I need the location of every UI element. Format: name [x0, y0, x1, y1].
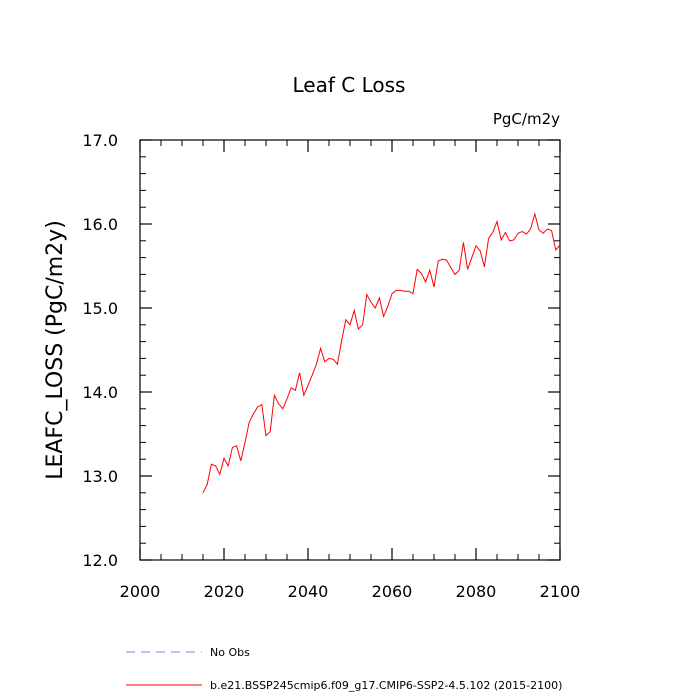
x-tick-label: 2000: [120, 582, 161, 601]
y-tick-label: 15.0: [82, 299, 118, 318]
chart-title: Leaf C Loss: [293, 73, 406, 97]
legend-label: b.e21.BSSP245cmip6.f09_g17.CMIP6-SSP2-4.…: [210, 679, 562, 692]
y-tick-label: 13.0: [82, 467, 118, 486]
legend: No Obs b.e21.BSSP245cmip6.f09_g17.CMIP6-S…: [126, 646, 562, 692]
y-tick-label: 17.0: [82, 131, 118, 150]
x-tick-label: 2020: [204, 582, 245, 601]
x-tick-label: 2060: [372, 582, 413, 601]
x-tick-label: 2080: [456, 582, 497, 601]
y-tick-label: 14.0: [82, 383, 118, 402]
x-tick-label: 2040: [288, 582, 329, 601]
axis-ticks: 2000 2020 2040 2060 2080 2100 12.0 13.0 14.0 15.0…: [82, 131, 580, 601]
legend-label: No Obs: [210, 646, 250, 659]
series-layer: [202, 212, 561, 494]
units-label: PgC/m2y: [493, 110, 560, 128]
y-tick-label: 12.0: [82, 551, 118, 570]
x-tick-label: 2100: [540, 582, 581, 601]
y-axis-label: LEAFC_LOSS (PgC/m2y): [43, 220, 68, 480]
plot-frame: [139, 139, 561, 561]
y-tick-label: 16.0: [82, 215, 118, 234]
series-line: [202, 212, 561, 494]
